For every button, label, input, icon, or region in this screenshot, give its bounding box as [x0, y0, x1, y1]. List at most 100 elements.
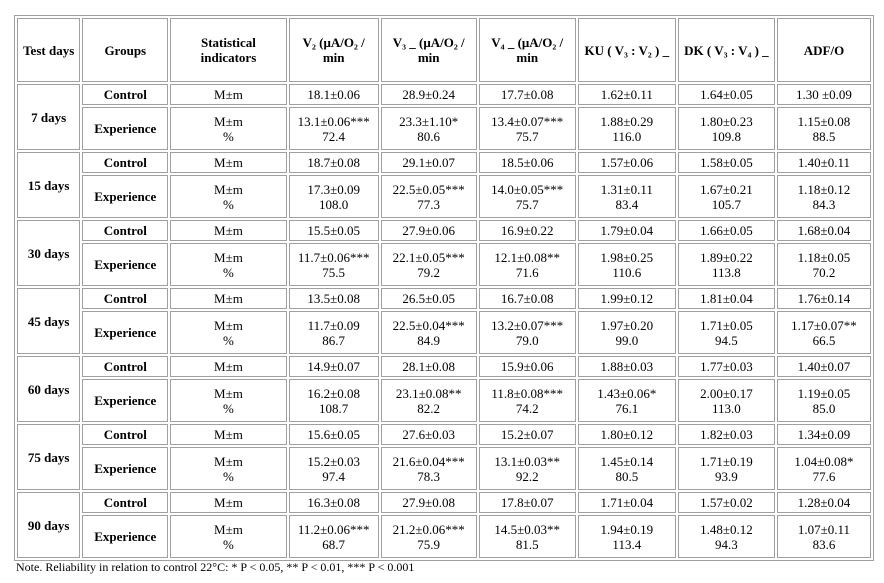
- value-cell: 1.66±0.05: [677, 220, 775, 241]
- header-cell: ADF/O: [776, 18, 871, 82]
- value-cell: 1.18±0.12 84.3: [776, 175, 871, 218]
- value-cell: 1.89±0.22 113.8: [677, 243, 775, 286]
- cell-line: 1.18±0.05: [797, 249, 851, 265]
- value-cell: 1.43±0.06* 76.1: [577, 379, 676, 422]
- value-cell: 17.8±0.07: [478, 492, 576, 513]
- indicator-cell: M±m%: [170, 175, 287, 218]
- value-cell: 1.31±0.11 83.4: [577, 175, 676, 218]
- value-cell: 18.7±0.08: [288, 152, 379, 173]
- value-cell: 1.18±0.05 70.2: [776, 243, 871, 286]
- cell-line: 85.0: [812, 400, 836, 416]
- note: Note. Reliability in relation to control…: [16, 560, 415, 574]
- cell-line: 1.48±0.12: [700, 521, 753, 537]
- value-cell: 1.58±0.05: [677, 152, 775, 173]
- header-cell: V₄ _ (μA/O₂ / min: [478, 18, 576, 82]
- cell-line: M±m: [214, 249, 243, 265]
- group-cell: Control: [82, 220, 169, 241]
- control-row: 30 days Control M±m 15.5±0.05 27.9±0.06 16.9±…: [17, 220, 871, 286]
- value-cell: 23.1±0.08** 82.2: [380, 379, 477, 422]
- cell-line: 80.5: [615, 468, 639, 484]
- cell-line: 75.9: [417, 536, 441, 552]
- cell-line: 1.45±0.14: [600, 453, 654, 469]
- days-cell: 15 days: [17, 152, 81, 218]
- cell-line: 108.7: [319, 400, 349, 416]
- value-cell: 15.9±0.06: [478, 356, 576, 377]
- group-cell: Experience: [82, 243, 169, 286]
- value-cell: 1.80±0.12: [577, 424, 676, 445]
- value-cell: 15.2±0.07: [478, 424, 576, 445]
- cell-line: 1.15±0.08: [797, 113, 851, 129]
- control-row: 60 days Control M±m 14.9±0.07 28.1±0.08 15.9±…: [17, 356, 871, 422]
- cell-line: 22.1±0.05***: [392, 249, 465, 265]
- cell-line: 1.19±0.05: [797, 385, 851, 401]
- value-cell: 27.9±0.08: [380, 492, 477, 513]
- value-cell: 1.94±0.19 113.4: [577, 515, 676, 558]
- cell-line: 110.6: [612, 264, 642, 280]
- table-body: 7 days Control M±m 18.1±0.06 28.9±0.24 17.7±0…: [17, 84, 871, 558]
- value-cell: 1.97±0.20 99.0: [577, 311, 676, 354]
- value-cell: 22.5±0.05*** 77.3: [380, 175, 477, 218]
- value-cell: 16.2±0.08 108.7: [288, 379, 379, 422]
- indicator-cell: M±m%: [170, 243, 287, 286]
- control-row: 90 days Control M±m 16.3±0.08 27.9±0.08 17.8±…: [17, 492, 871, 558]
- value-cell: 18.1±0.06: [288, 84, 379, 105]
- cell-line: 1.71±0.05: [700, 317, 753, 333]
- cell-line: 13.4±0.07***: [491, 113, 564, 129]
- value-cell: 1.76±0.14: [776, 288, 871, 309]
- cell-line: M±m: [214, 317, 243, 333]
- cell-line: 83.4: [615, 196, 639, 212]
- cell-line: 21.2±0.06***: [392, 521, 465, 537]
- cell-line: M±m: [214, 385, 243, 401]
- cell-line: 71.6: [515, 264, 539, 280]
- value-cell: 1.88±0.03: [577, 356, 676, 377]
- cell-line: 13.1±0.03**: [494, 453, 561, 469]
- cell-line: 92.2: [515, 468, 539, 484]
- value-cell: 1.99±0.12: [577, 288, 676, 309]
- header-cell: Groups: [82, 18, 169, 82]
- value-cell: 17.7±0.08: [478, 84, 576, 105]
- value-cell: 22.1±0.05*** 79.2: [380, 243, 477, 286]
- group-cell: Experience: [82, 311, 169, 354]
- cell-line: 94.5: [715, 332, 738, 348]
- value-cell: 1.67±0.21 105.7: [677, 175, 775, 218]
- indicator-cell: M±m: [170, 424, 287, 445]
- value-cell: 15.6±0.05: [288, 424, 379, 445]
- group-cell: Experience: [82, 447, 169, 490]
- cell-line: 68.7: [322, 536, 346, 552]
- cell-line: 70.2: [812, 264, 836, 280]
- value-cell: 1.98±0.25 110.6: [577, 243, 676, 286]
- cell-line: 77.3: [417, 196, 441, 212]
- header-cell: V₃ _ (μA/O₂ / min: [380, 18, 477, 82]
- group-cell: Experience: [82, 515, 169, 558]
- header-cell: V₂ (μA/O₂ / min: [288, 18, 379, 82]
- group-cell: Control: [82, 492, 169, 513]
- cell-line: 75.7: [515, 196, 539, 212]
- value-cell: 15.2±0.03 97.4: [288, 447, 379, 490]
- value-cell: 1.81±0.04: [677, 288, 775, 309]
- cell-line: 108.0: [319, 196, 349, 212]
- cell-line: 15.2±0.03: [307, 453, 360, 469]
- value-cell: 11.8±0.08*** 74.2: [478, 379, 576, 422]
- cell-line: 113.0: [712, 400, 741, 416]
- indicator-cell: M±m%: [170, 107, 287, 150]
- cell-line: %: [223, 468, 234, 484]
- cell-line: %: [223, 400, 234, 416]
- experience-row: Experience M±m% 16.2±0.08 108.7 23.1±0.08** 8…: [17, 379, 871, 422]
- cell-line: 12.1±0.08**: [494, 249, 561, 265]
- days-cell: 60 days: [17, 356, 81, 422]
- value-cell: 1.64±0.05: [677, 84, 775, 105]
- cell-line: 105.7: [711, 196, 742, 212]
- cell-line: 13.2±0.07***: [491, 317, 564, 333]
- value-cell: 1.48±0.12 94.3: [677, 515, 775, 558]
- value-cell: 1.79±0.04: [577, 220, 676, 241]
- value-cell: 1.80±0.23 109.8: [677, 107, 775, 150]
- value-cell: 22.5±0.04*** 84.9: [380, 311, 477, 354]
- group-cell: Control: [82, 288, 169, 309]
- cell-line: 14.0±0.05***: [491, 181, 564, 197]
- indicator-cell: M±m%: [170, 447, 287, 490]
- value-cell: 11.7±0.09 86.7: [288, 311, 379, 354]
- cell-line: 83.6: [812, 536, 836, 552]
- days-cell: 90 days: [17, 492, 81, 558]
- value-cell: 1.62±0.11: [577, 84, 676, 105]
